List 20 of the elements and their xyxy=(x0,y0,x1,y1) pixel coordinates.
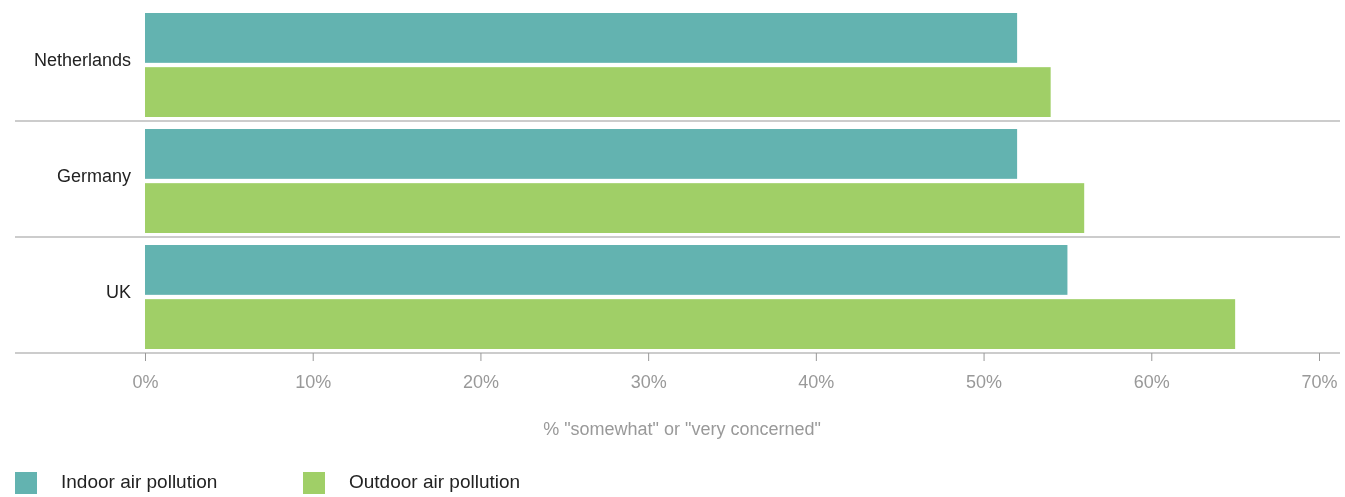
y-tick-label: Germany xyxy=(56,165,131,186)
x-axis-title: % "somewhat" or "very concerned" xyxy=(543,419,821,439)
x-tick-label: 40% xyxy=(798,371,835,392)
x-tick-label: 60% xyxy=(1133,371,1170,392)
bar xyxy=(145,183,1085,233)
y-tick-label: UK xyxy=(105,281,131,302)
x-tick-label: 70% xyxy=(1301,371,1338,392)
bar xyxy=(145,13,1018,63)
x-tick-label: 30% xyxy=(630,371,667,392)
x-tick-label: 50% xyxy=(966,371,1003,392)
y-tick-label: Netherlands xyxy=(33,49,131,70)
bar xyxy=(145,67,1051,117)
legend-label: Outdoor air pollution xyxy=(349,471,521,493)
legend-label: Indoor air pollution xyxy=(61,471,218,493)
bar xyxy=(145,299,1236,349)
x-tick-label: 20% xyxy=(462,371,499,392)
bar xyxy=(145,129,1018,179)
x-tick-label: 0% xyxy=(132,371,159,392)
x-tick-label: 10% xyxy=(295,371,332,392)
bar xyxy=(145,245,1068,295)
